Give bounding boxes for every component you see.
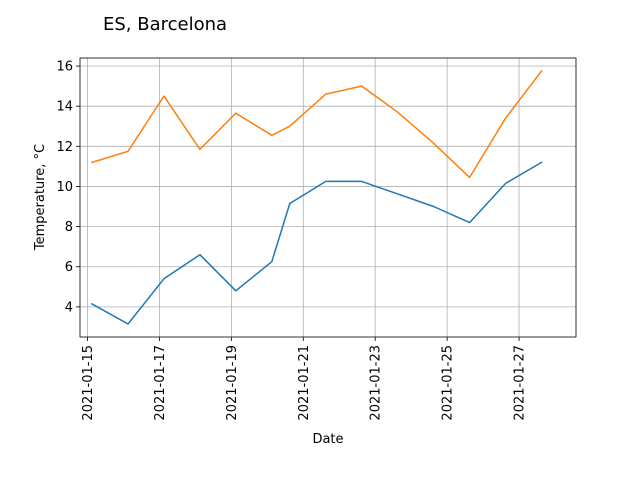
y-tick-label: 16 — [56, 60, 73, 75]
x-tick-label: 2021-01-15 — [81, 345, 96, 421]
plot-area-frame — [79, 57, 577, 338]
series-line-2 — [91, 69, 543, 179]
chart-title: ES, Barcelona — [103, 14, 227, 35]
series-layer — [90, 69, 543, 325]
y-tick-label: 14 — [56, 100, 73, 115]
y-tick-label: 8 — [65, 220, 73, 235]
grid — [80, 58, 576, 337]
axis-ticks: 2021-01-15 2021-01-17 2021-01-19 2021-01-21… — [56, 60, 527, 421]
x-tick-label: 2021-01-17 — [153, 345, 168, 421]
y-tick-label: 12 — [56, 140, 73, 155]
y-axis-label: Temperature, °C — [33, 144, 48, 251]
y-tick-label: 4 — [65, 300, 73, 315]
y-tick-label: 10 — [56, 180, 73, 195]
x-tick-label: 2021-01-25 — [441, 345, 456, 421]
x-tick-label: 2021-01-23 — [369, 345, 384, 421]
y-tick-label: 6 — [65, 260, 73, 275]
series-line-1 — [90, 161, 543, 325]
x-tick-label: 2021-01-21 — [297, 345, 312, 421]
x-tick-label: 2021-01-27 — [513, 345, 528, 421]
x-tick-label: 2021-01-19 — [225, 345, 240, 421]
x-axis-label: Date — [312, 432, 343, 447]
